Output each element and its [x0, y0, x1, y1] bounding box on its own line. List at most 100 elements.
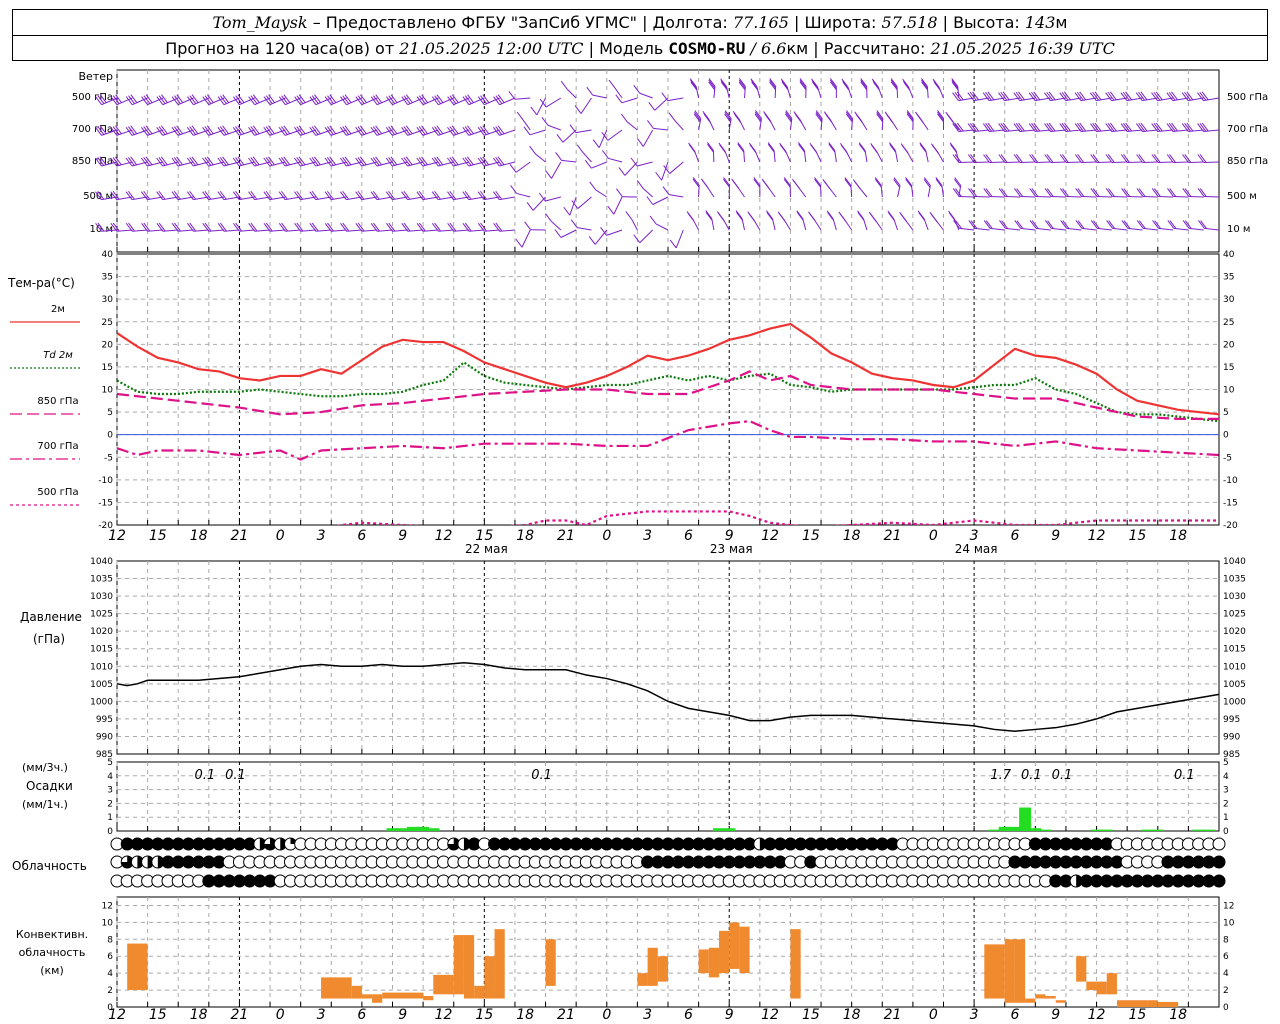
wind-barb	[1197, 154, 1220, 163]
wind-barb	[923, 177, 931, 198]
wind-barb	[931, 143, 944, 163]
precip-ytick-right: 0	[1223, 827, 1229, 837]
header-row-station: Tom_Maysk – Предоставлено ФГБУ "ЗапСиб У…	[13, 10, 1267, 36]
wind-barb	[823, 111, 837, 131]
wind-barb	[1044, 122, 1066, 133]
wind-barb	[889, 142, 899, 163]
wind-barb	[724, 110, 732, 131]
wind-barb	[110, 125, 133, 136]
temp-hour-label: 15	[1128, 528, 1146, 544]
wind-barb	[735, 210, 746, 231]
wind-barb	[370, 125, 393, 136]
convective-bar	[423, 996, 434, 1001]
precip-bar	[713, 828, 726, 831]
convective-bar	[433, 974, 454, 995]
wind-barb	[202, 125, 225, 136]
wind-barb	[95, 125, 118, 136]
wind-barb	[385, 125, 408, 136]
temp-hour-label: 3	[970, 528, 979, 544]
wind-barb	[845, 110, 853, 131]
convective-hour-label: 3	[317, 1007, 326, 1023]
pressure-ytick-left: 1040	[90, 557, 113, 567]
wind-barb	[1060, 220, 1082, 231]
wind-barb	[1028, 91, 1051, 102]
convective-hour-label: 15	[149, 1007, 167, 1023]
wind-barb	[708, 78, 716, 99]
station-name: Tom_Maysk	[212, 13, 308, 32]
convective-ytick-right: 8	[1223, 935, 1229, 945]
precip-bar	[1090, 829, 1103, 831]
wind-barb	[1181, 91, 1204, 102]
convective-bar	[729, 922, 740, 969]
wind-barb	[854, 111, 868, 131]
convective-bar	[1025, 998, 1036, 1003]
temp-ytick-left: 20	[102, 340, 114, 350]
precip-label: 0.1	[1174, 768, 1195, 783]
convective-hour-label: 15	[1128, 1007, 1146, 1023]
wind-barb	[294, 125, 317, 136]
wind-barb	[999, 220, 1021, 231]
wind-barb	[738, 78, 746, 99]
precip-bar	[1029, 828, 1042, 831]
wind-barb	[401, 94, 424, 106]
convective-ytick-right: 6	[1223, 952, 1229, 962]
wind-barb	[539, 97, 562, 108]
wind-barb	[636, 180, 654, 198]
precip-ytick-right: 3	[1223, 786, 1229, 796]
wind-barb	[574, 97, 592, 114]
wind-barb	[1198, 220, 1220, 231]
temp-ytick-left: -15	[98, 498, 113, 508]
temp-series-3	[117, 419, 1219, 461]
wind-barb	[797, 142, 807, 163]
precip-ytick-left: 5	[107, 758, 113, 768]
wind-level-right: 10 м	[1227, 224, 1250, 235]
model-resolution: 6.6	[761, 39, 787, 58]
wind-barb	[1105, 91, 1128, 102]
wind-barb	[750, 78, 761, 99]
wind-barb	[884, 111, 899, 131]
precip-ytick-left: 1	[107, 813, 113, 823]
wind-barb	[1029, 188, 1051, 198]
wind-barb	[355, 222, 378, 232]
wind-barb	[1197, 91, 1220, 102]
wind-barb	[447, 222, 470, 232]
convective-hour-label: 0	[276, 1007, 285, 1023]
wind-barb	[1121, 220, 1143, 231]
wind-barb	[826, 210, 837, 231]
convective-hour-label: 21	[231, 1007, 249, 1023]
convective-hour-label: 15	[802, 1007, 820, 1023]
wind-barb	[1167, 188, 1189, 198]
convective-bar	[494, 929, 505, 999]
wind-barb	[649, 215, 669, 231]
cloud-symbol	[447, 837, 461, 851]
precip-bar	[1019, 807, 1032, 831]
pressure-ytick-right: 990	[1223, 732, 1240, 742]
wind-barb	[982, 122, 1005, 133]
wind-barb	[811, 78, 822, 99]
wind-barb	[705, 210, 715, 231]
convective-bar	[545, 939, 556, 986]
wind-barb	[248, 125, 271, 136]
temp-ytick-left: 40	[102, 250, 114, 260]
wind-barb	[796, 210, 807, 231]
wind-barb	[524, 221, 546, 231]
temp-ytick-left: 15	[102, 363, 113, 373]
wind-barb	[278, 222, 301, 232]
wind-barb	[1106, 220, 1128, 231]
wind-barb	[763, 111, 776, 131]
wind-barb	[370, 190, 393, 201]
wind-barb	[171, 222, 194, 232]
precip-ytick-left: 0	[107, 827, 113, 837]
wind-barb	[202, 94, 225, 106]
wind-barb	[563, 196, 577, 216]
wind-barb	[932, 78, 944, 99]
wind-barb	[416, 94, 439, 106]
pressure-ytick-left: 1035	[90, 575, 113, 585]
wind-barb	[633, 229, 654, 244]
wind-barb	[998, 154, 1021, 163]
wind-barb	[156, 94, 179, 106]
convective-bar	[127, 943, 148, 991]
wind-barb	[839, 143, 853, 163]
wind-barb	[555, 152, 577, 163]
wind-barb	[1028, 122, 1051, 133]
